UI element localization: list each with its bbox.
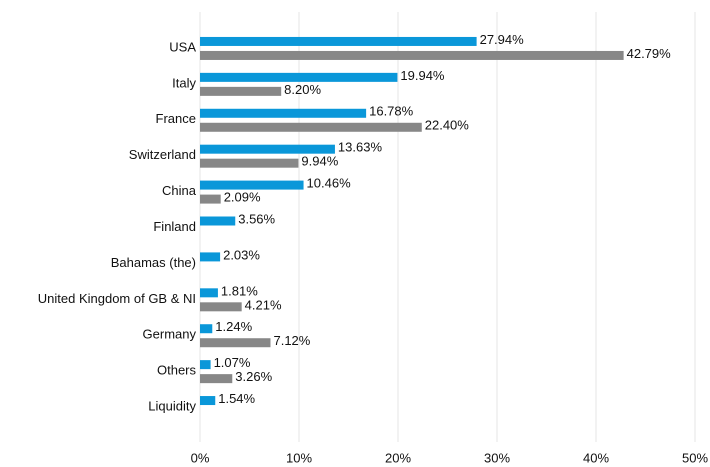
value-label: 10.46%	[307, 176, 352, 191]
value-label: 4.21%	[245, 297, 282, 312]
bar	[200, 324, 213, 334]
y-tick-label: Italy	[172, 75, 196, 90]
value-label: 1.07%	[214, 355, 251, 370]
bar	[200, 180, 304, 190]
value-label: 1.81%	[221, 283, 258, 298]
x-tick-label: 10%	[286, 450, 312, 465]
y-tick-label: Liquidity	[148, 398, 196, 413]
y-tick-label: China	[162, 183, 197, 198]
y-tick-label: Others	[157, 363, 197, 378]
bar	[200, 374, 233, 384]
value-label: 7.12%	[273, 333, 310, 348]
value-label: 3.56%	[238, 211, 275, 226]
bar	[200, 108, 367, 118]
y-tick-label: France	[156, 111, 196, 126]
x-tick-label: 0%	[191, 450, 210, 465]
value-label: 16.78%	[369, 104, 414, 119]
bar	[200, 396, 216, 406]
y-tick-label: Germany	[143, 327, 197, 342]
value-label: 3.26%	[235, 369, 272, 384]
value-label: 13.63%	[338, 140, 383, 155]
value-label: 8.20%	[284, 82, 321, 97]
value-label: 2.09%	[224, 190, 261, 205]
bar	[200, 252, 221, 262]
y-tick-label: USA	[169, 39, 196, 54]
bar	[200, 302, 242, 312]
value-label: 9.94%	[301, 154, 338, 169]
value-label: 1.24%	[215, 319, 252, 334]
value-label: 42.79%	[627, 46, 672, 61]
bar	[200, 72, 398, 82]
value-label: 27.94%	[480, 32, 525, 47]
bar	[200, 194, 221, 204]
y-tick-label: Bahamas (the)	[111, 255, 196, 270]
y-tick-label: United Kingdom of GB & NI	[38, 291, 196, 306]
bar	[200, 122, 422, 132]
bar	[200, 288, 218, 298]
bar	[200, 50, 624, 60]
bar	[200, 36, 477, 46]
value-label: 2.03%	[223, 247, 260, 262]
x-tick-label: 50%	[682, 450, 708, 465]
bar	[200, 158, 299, 168]
value-label: 1.54%	[218, 391, 255, 406]
value-label: 22.40%	[425, 118, 470, 133]
bar	[200, 338, 271, 348]
bar	[200, 216, 236, 226]
bar	[200, 86, 282, 96]
value-label: 19.94%	[400, 68, 445, 83]
y-tick-label: Finland	[153, 219, 196, 234]
y-tick-label: Switzerland	[129, 147, 196, 162]
bar	[200, 144, 335, 154]
x-tick-label: 40%	[583, 450, 609, 465]
x-tick-label: 20%	[385, 450, 411, 465]
x-tick-label: 30%	[484, 450, 510, 465]
bar	[200, 360, 211, 370]
